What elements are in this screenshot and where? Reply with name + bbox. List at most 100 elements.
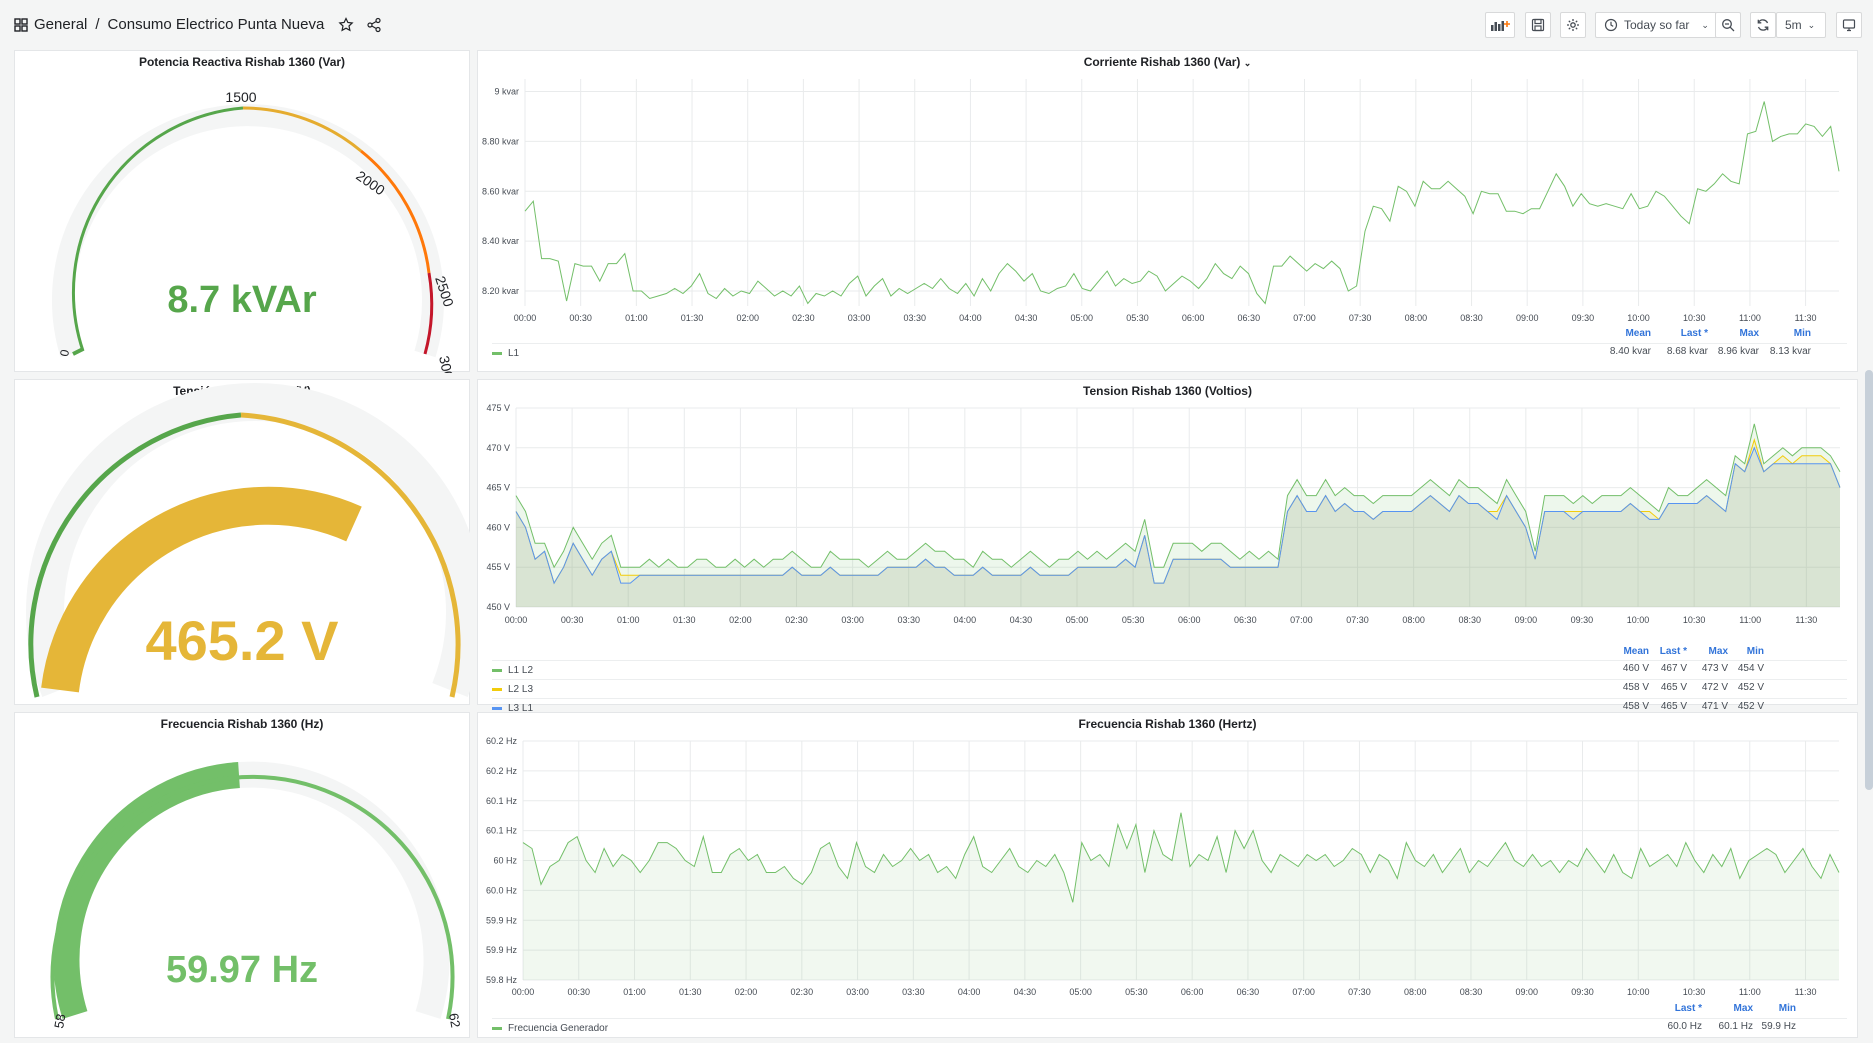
legend-series-name[interactable]: Frecuencia Generador: [508, 1022, 609, 1034]
legend-header-min[interactable]: Min: [1778, 1003, 1796, 1014]
legend-value-mean: 458 V: [1622, 701, 1649, 712]
gauge-tick-label: 0: [57, 348, 72, 357]
legend-header-last[interactable]: Last *: [1659, 646, 1687, 657]
series-line[interactable]: [515, 446, 1841, 585]
x-tick-label: 08:00: [1405, 313, 1428, 323]
time-range-picker[interactable]: Today so far ⌄: [1595, 12, 1717, 38]
x-tick-label: 03:30: [897, 615, 920, 625]
legend-value-mean: 460 V: [1622, 663, 1649, 674]
series-line[interactable]: [522, 812, 1840, 903]
legend-header-mean[interactable]: Mean: [1625, 328, 1651, 339]
legend-header-max[interactable]: Max: [1733, 1003, 1753, 1014]
panel-title[interactable]: Frecuencia Rishab 1360 (Hertz): [1078, 717, 1257, 731]
series-line[interactable]: [524, 101, 1840, 305]
x-tick-label: 05:00: [1071, 313, 1094, 323]
x-tick-label: 03:00: [846, 987, 869, 997]
legend-series-name[interactable]: L1 L2: [508, 664, 534, 676]
x-tick-label: 09:30: [1572, 313, 1595, 323]
refresh-button[interactable]: [1750, 12, 1776, 38]
legend-header-mean[interactable]: Mean: [1623, 646, 1649, 657]
legend-header-last[interactable]: Last *: [1680, 328, 1708, 339]
x-tick-label: 06:30: [1238, 313, 1261, 323]
x-tick-label: 04:30: [1010, 615, 1033, 625]
legend-swatch: [492, 351, 502, 355]
frequency-chart[interactable]: 59.8 Hz 59.9 Hz 59.9 Hz 60.0 Hz 60 Hz 60.1 Hz…: [478, 713, 1859, 1039]
panel-title[interactable]: Corriente Rishab 1360 (Var) ⌄: [478, 51, 1857, 73]
y-tick-label: 470 V: [486, 443, 510, 453]
x-tick-label: 10:00: [1627, 987, 1650, 997]
gauge-panel-reactive: Potencia Reactiva Rishab 1360 (Var) 0 15…: [14, 50, 470, 373]
x-tick-label: 00:30: [567, 987, 590, 997]
star-icon[interactable]: [338, 16, 354, 33]
legend-header-min[interactable]: Min: [1793, 328, 1811, 339]
x-tick-label: 08:30: [1460, 987, 1483, 997]
dashboard-settings-button[interactable]: [1560, 12, 1586, 38]
legend-series-name[interactable]: L1: [508, 347, 520, 359]
voltage-chart[interactable]: 450 V 455 V 460 V 465 V 470 V 475 V 00:00 00:30…: [478, 380, 1859, 706]
x-tick-label: 10:00: [1627, 313, 1650, 323]
legend-header-last[interactable]: Last *: [1674, 1003, 1702, 1014]
panel-title[interactable]: Frecuencia Rishab 1360 (Hz): [160, 717, 324, 731]
series-area: [516, 423, 1840, 607]
legend-row[interactable]: Frecuencia Generador: [492, 1018, 1847, 1037]
add-panel-icon: [1491, 21, 1510, 31]
x-tick-label: 07:00: [1290, 615, 1313, 625]
x-tick-label: 10:00: [1627, 615, 1650, 625]
panel-title[interactable]: Potencia Reactiva Rishab 1360 (Var): [138, 55, 346, 69]
x-tick-label: 01:30: [673, 615, 696, 625]
refresh-icon: [1757, 19, 1769, 31]
y-tick-label: 8.20 kvar: [482, 286, 519, 296]
x-tick-label: 11:30: [1795, 987, 1817, 997]
current-chart[interactable]: 8.20 kvar 8.40 kvar 8.60 kvar 8.80 kvar 9 kv…: [478, 51, 1859, 373]
save-icon: [1531, 18, 1545, 32]
x-tick-label: 11:00: [1739, 615, 1761, 625]
y-tick-label: 8.40 kvar: [482, 236, 519, 246]
legend-row[interactable]: L2 L3: [492, 679, 1847, 698]
legend-header-max[interactable]: Max: [1708, 646, 1728, 657]
x-tick-label: 02:00: [729, 615, 752, 625]
x-tick-label: 05:00: [1069, 987, 1092, 997]
x-tick-label: 10:30: [1683, 987, 1706, 997]
x-tick-label: 11:00: [1739, 987, 1761, 997]
page-scrollbar[interactable]: [1865, 370, 1873, 790]
add-panel-button[interactable]: [1485, 12, 1515, 38]
zoom-out-button[interactable]: [1715, 12, 1741, 38]
y-tick-label: 460 V: [486, 522, 510, 532]
graph-panel-frequency: Frecuencia Rishab 1360 (Hertz) 59.8 Hz 59…: [477, 712, 1858, 1038]
legend-row[interactable]: L1: [492, 343, 1847, 362]
legend-header-min[interactable]: Min: [1746, 646, 1764, 657]
legend-row[interactable]: L3 L1: [492, 698, 1847, 717]
panel-title[interactable]: Tension Rishab 1360 (Voltios): [1083, 384, 1252, 398]
legend-swatch: [492, 1026, 502, 1030]
dashboard-title[interactable]: Consumo Electrico Punta Nueva: [107, 16, 325, 33]
x-tick-label: 00:30: [569, 313, 592, 323]
legend-value-last: 60.0 Hz: [1667, 1021, 1702, 1032]
x-tick-label: 11:30: [1795, 313, 1817, 323]
legend-value-mean: 8.40 kvar: [1609, 346, 1651, 357]
x-tick-label: 11:00: [1739, 313, 1761, 323]
panel-title-text: Corriente Rishab 1360 (Var): [1083, 55, 1241, 69]
graph-panel-current: Corriente Rishab 1360 (Var) ⌄ 8.20 kvar 8…: [477, 50, 1858, 372]
y-tick-label: 475 V: [486, 403, 510, 413]
gauge-threshold-arcs: [71, 106, 434, 355]
gauge-value-arc: [41, 486, 362, 693]
y-tick-label: 465 V: [486, 483, 510, 493]
save-dashboard-button[interactable]: [1525, 12, 1551, 38]
x-tick-label: 05:30: [1125, 987, 1148, 997]
breadcrumb-folder[interactable]: General: [34, 16, 88, 33]
series-line[interactable]: [515, 423, 1841, 569]
legend-header-max[interactable]: Max: [1739, 328, 1759, 339]
legend-row[interactable]: L1 L2: [492, 660, 1847, 679]
x-tick-label: 08:30: [1460, 313, 1483, 323]
legend-series-name[interactable]: L3 L1: [508, 702, 534, 714]
dashboards-grid-icon[interactable]: [14, 17, 28, 32]
x-tick-label: 04:00: [959, 313, 982, 323]
share-icon[interactable]: [366, 17, 382, 33]
gauge-threshold-arc: [50, 774, 455, 1020]
graph-panel-voltage: Tension Rishab 1360 (Voltios) 450 V 455 V…: [477, 379, 1859, 714]
x-tick-label: 05:00: [1066, 615, 1089, 625]
tv-mode-button[interactable]: [1836, 12, 1862, 38]
legend-series-name[interactable]: L2 L3: [508, 683, 534, 695]
legend-value-min: 454 V: [1737, 663, 1764, 674]
refresh-interval-picker[interactable]: 5m ⌄: [1776, 12, 1826, 38]
